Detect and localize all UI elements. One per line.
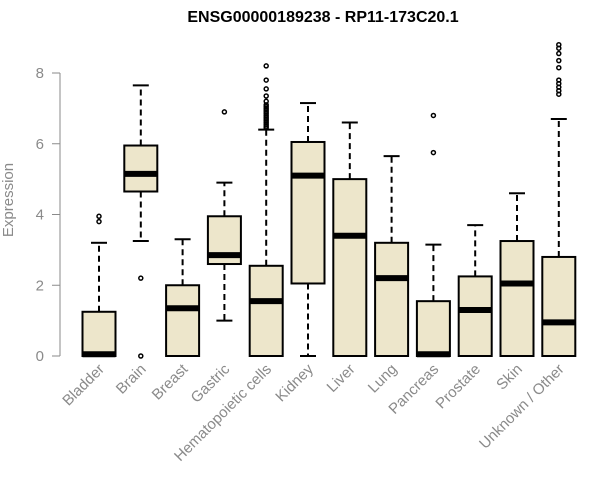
- iqr-box: [165, 284, 201, 357]
- box-skin: [499, 192, 535, 357]
- outlier-point: [138, 353, 144, 359]
- iqr-box: [457, 275, 493, 357]
- box-lung: [374, 155, 410, 357]
- box-hematopoietic-cells: [248, 63, 284, 358]
- x-category-label: Bladder: [59, 361, 108, 410]
- box-pancreas: [415, 112, 451, 358]
- box-bladder: [81, 213, 117, 358]
- outlier-point: [263, 98, 269, 105]
- chart-title: ENSG00000189238 - RP11-173C20.1: [187, 9, 458, 26]
- outlier-point: [430, 112, 437, 119]
- x-category-label: Skin: [493, 361, 526, 394]
- outlier-point: [263, 86, 269, 92]
- box-brain: [123, 84, 159, 359]
- outlier-point: [263, 77, 269, 83]
- outlier-point: [556, 50, 562, 57]
- x-category-label: Kidney: [272, 360, 317, 405]
- y-axis-label: Expression: [0, 163, 17, 237]
- iqr-box: [499, 240, 535, 357]
- box-breast: [165, 238, 201, 357]
- box-kidney: [290, 102, 326, 357]
- outlier-point: [96, 218, 102, 225]
- outlier-point: [138, 275, 144, 281]
- outlier-point: [221, 109, 228, 115]
- box-series: [81, 41, 577, 359]
- box-prostate: [457, 224, 493, 357]
- y-tick-label: 4: [36, 207, 44, 224]
- x-category-label: Brain: [113, 361, 150, 398]
- outlier-point: [263, 93, 269, 99]
- box-liver: [332, 121, 368, 357]
- iqr-box: [81, 310, 117, 357]
- x-category-label: Prostate: [432, 361, 484, 413]
- outlier-point: [556, 77, 562, 83]
- outlier-point: [430, 149, 437, 156]
- y-tick-label: 2: [36, 277, 44, 294]
- box-gastric: [206, 109, 242, 322]
- y-tick-label: 6: [36, 136, 44, 153]
- iqr-box: [374, 241, 410, 357]
- x-category-label: Breast: [149, 360, 192, 403]
- iqr-box: [123, 144, 159, 193]
- y-axis: 0 2 4 6 8: [36, 65, 61, 365]
- box-unknown-other: [541, 41, 577, 358]
- y-tick-label: 8: [36, 65, 44, 82]
- outlier-point: [556, 57, 562, 64]
- outlier-point: [556, 41, 562, 48]
- y-tick-label: 0: [36, 348, 44, 365]
- x-category-label: Lung: [365, 361, 401, 397]
- iqr-box: [332, 178, 368, 357]
- iqr-box: [290, 140, 326, 285]
- x-category-label: Liver: [324, 361, 359, 396]
- outlier-point: [556, 64, 562, 71]
- iqr-box: [415, 300, 451, 358]
- outlier-point: [263, 63, 269, 69]
- iqr-box: [541, 255, 577, 358]
- outlier-point: [96, 213, 102, 220]
- iqr-box: [248, 264, 284, 358]
